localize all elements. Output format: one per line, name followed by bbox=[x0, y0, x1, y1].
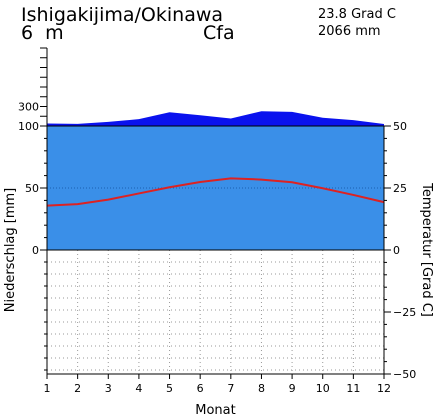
x-tick-label: 3 bbox=[105, 382, 112, 395]
left-tick-label: 50 bbox=[25, 182, 39, 195]
x-tick-label: 9 bbox=[289, 382, 296, 395]
right-tick-label: −50 bbox=[393, 368, 416, 381]
annual-mean-temperature: 23.8 Grad C bbox=[318, 7, 396, 22]
station-elevation: 6 m bbox=[21, 22, 64, 44]
koppen-class: Cfa bbox=[203, 22, 235, 44]
right-tick-label: 0 bbox=[393, 244, 400, 257]
left-axis-title: Niederschlag [mm] bbox=[3, 188, 18, 313]
right-tick-label: 25 bbox=[393, 182, 407, 195]
x-tick-label: 11 bbox=[346, 382, 360, 395]
perhumid-area bbox=[47, 111, 384, 126]
left-tick-label: 100 bbox=[18, 120, 39, 133]
station-name: Ishigakijima/Okinawa bbox=[21, 4, 224, 26]
x-tick-label: 7 bbox=[227, 382, 234, 395]
x-tick-label: 5 bbox=[166, 382, 173, 395]
temperature-line bbox=[46, 177, 385, 207]
left-tick-label: 0 bbox=[32, 244, 39, 257]
x-tick-label: 2 bbox=[74, 382, 81, 395]
x-tick-label: 4 bbox=[135, 382, 142, 395]
right-tick-label: 50 bbox=[393, 120, 407, 133]
right-tick-label: −25 bbox=[393, 306, 416, 319]
x-tick-label: 1 bbox=[44, 382, 51, 395]
x-axis-title: Monat bbox=[195, 403, 235, 418]
right-axis-title: Temperatur [Grad C] bbox=[419, 182, 434, 317]
annual-precipitation: 2066 mm bbox=[318, 24, 381, 39]
left-tick-label: 300 bbox=[18, 101, 39, 114]
x-tick-label: 8 bbox=[258, 382, 265, 395]
x-tick-label: 10 bbox=[316, 382, 330, 395]
x-tick-label: 6 bbox=[197, 382, 204, 395]
x-tick-label: 12 bbox=[377, 382, 391, 395]
